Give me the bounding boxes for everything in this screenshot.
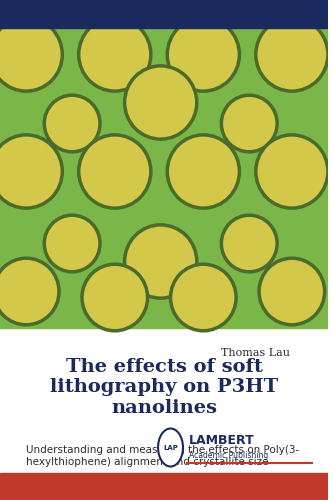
- Ellipse shape: [0, 135, 62, 208]
- Text: LAP: LAP: [163, 444, 178, 450]
- Ellipse shape: [221, 95, 277, 152]
- Circle shape: [158, 428, 183, 467]
- Ellipse shape: [44, 95, 100, 152]
- Ellipse shape: [170, 264, 236, 331]
- Text: The effects of soft
lithography on P3HT
nanolines: The effects of soft lithography on P3HT …: [50, 358, 278, 417]
- Ellipse shape: [79, 135, 151, 208]
- Ellipse shape: [221, 215, 277, 272]
- Ellipse shape: [256, 135, 328, 208]
- Ellipse shape: [79, 18, 151, 91]
- Ellipse shape: [259, 258, 325, 325]
- Bar: [0, 472, 328, 500]
- Ellipse shape: [0, 258, 59, 325]
- Text: Understanding and measuring the effects on Poly(3-
hexylthiophene) alignment and: Understanding and measuring the effects …: [26, 445, 299, 466]
- Ellipse shape: [82, 264, 148, 331]
- Bar: [0, 28, 328, 328]
- Ellipse shape: [256, 18, 328, 91]
- Text: Academic Publishing: Academic Publishing: [188, 450, 268, 460]
- Text: LAMBERT: LAMBERT: [188, 434, 254, 446]
- Bar: [0, 0, 328, 28]
- Ellipse shape: [167, 135, 239, 208]
- Ellipse shape: [125, 66, 197, 139]
- Ellipse shape: [167, 18, 239, 91]
- Ellipse shape: [125, 225, 197, 298]
- Text: Thomas Lau: Thomas Lau: [221, 348, 290, 358]
- Ellipse shape: [0, 18, 62, 91]
- Ellipse shape: [44, 215, 100, 272]
